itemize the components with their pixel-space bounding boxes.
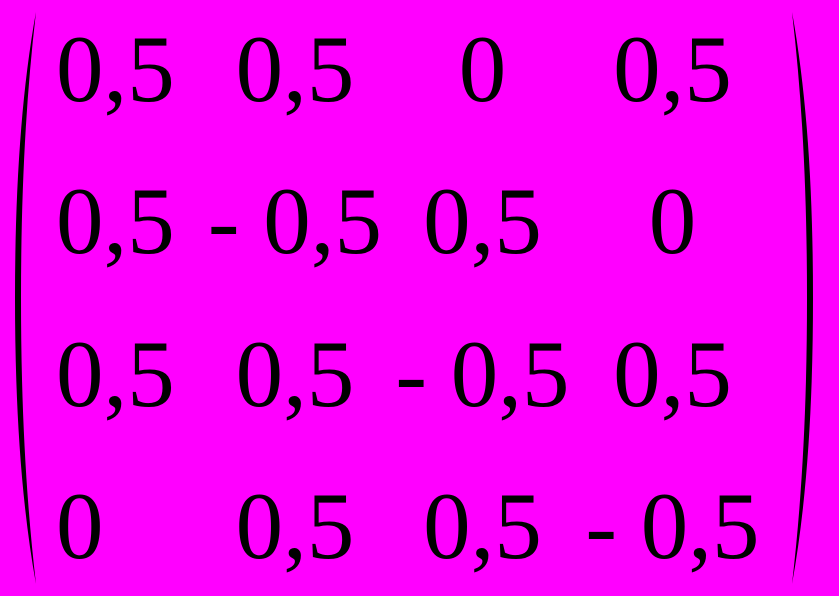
matrix-cell: 0,5	[613, 320, 732, 427]
matrix-cell: 0,5	[235, 473, 355, 580]
matrix-cell: 0,5	[423, 473, 542, 580]
matrix-cell: 0,5	[423, 168, 542, 275]
matrix-cell: 0,5	[613, 15, 732, 122]
matrix-cell: 0	[648, 168, 697, 275]
matrix-cell: 0,5	[235, 320, 355, 427]
matrix-cell: - 0,5	[585, 473, 760, 580]
matrix-cell: 0,5	[56, 168, 175, 275]
right-parenthesis	[792, 12, 813, 584]
matrix-cell: - 0,5	[207, 168, 383, 275]
left-parenthesis	[15, 12, 36, 584]
matrix-cell: - 0,5	[395, 320, 570, 427]
matrix-cell: 0,5	[56, 15, 175, 122]
matrix-cell: 0,5	[56, 320, 175, 427]
matrix: 0,5 0,5 0 0,5 0,5 - 0,5 0,5 0 0,5 0,5 - …	[50, 0, 770, 596]
matrix-cell: 0,5	[235, 15, 355, 122]
matrix-cell: 0	[56, 473, 104, 580]
matrix-cell: 0	[458, 15, 507, 122]
